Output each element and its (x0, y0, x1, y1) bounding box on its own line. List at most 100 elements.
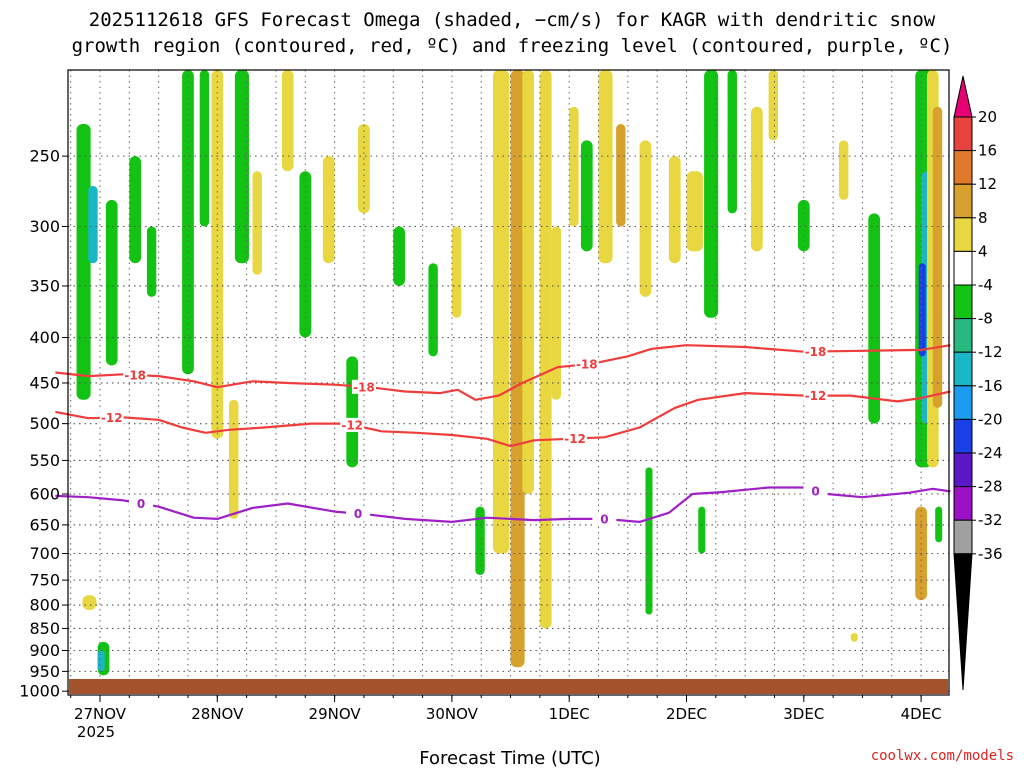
y-tick-label: 800 (29, 596, 60, 615)
omega-shade (129, 156, 142, 264)
contour-label-bg (574, 357, 599, 372)
omega-shade (918, 263, 926, 357)
contour-line (55, 390, 951, 448)
colorbar-label: -28 (978, 478, 1003, 496)
y-tick-label: 600 (29, 485, 60, 504)
colorbar-label: -24 (978, 444, 1003, 462)
omega-shade (475, 506, 485, 575)
colorbar-label: 4 (978, 242, 988, 260)
contour-label-bg (803, 483, 828, 498)
x-tick-sublabel: 2025 (77, 723, 115, 741)
contour-label-bg (129, 496, 154, 511)
y-tick-label: 1000 (19, 682, 60, 701)
y-tick-label: 900 (29, 641, 60, 660)
omega-shade (82, 595, 97, 610)
colorbar-label: -32 (978, 511, 1003, 529)
x-tick-label: 30NOV (426, 705, 479, 723)
colorbar-segment (953, 116, 973, 152)
contour-label-bg (803, 388, 828, 403)
omega-shade (539, 70, 552, 629)
x-tick-label: 27NOV (74, 705, 127, 723)
chart-title-line1: 2025112618 GFS Forecast Omega (shaded, −… (89, 9, 936, 31)
contour-label-bg (803, 344, 828, 359)
x-tick-label: 28NOV (191, 705, 244, 723)
y-tick-label: 700 (29, 544, 60, 563)
omega-shade (639, 140, 652, 297)
x-tick-label: 2DEC (666, 705, 707, 723)
colorbar-label: -36 (978, 545, 1003, 563)
colorbar-label: 20 (978, 108, 997, 126)
omega-shade (616, 123, 626, 227)
x-tick-label: 3DEC (783, 705, 824, 723)
omega-shade (97, 650, 105, 672)
omega-shade (522, 70, 535, 495)
contour-label: -18 (353, 380, 375, 394)
omega-shade (510, 70, 525, 668)
colorbar-segment (953, 250, 973, 286)
contour-label: -12 (805, 389, 827, 403)
contour-label-bg (346, 506, 371, 521)
contour-label: 0 (354, 507, 362, 521)
contour-label: -18 (576, 358, 598, 372)
x-tick-label: 1DEC (549, 705, 590, 723)
colorbar-top-arrow (953, 75, 973, 118)
omega-shade (850, 632, 858, 642)
chart-title-line2: growth region (contoured, red, ºC) and f… (72, 35, 953, 57)
omega-shade (234, 70, 249, 264)
omega-shade (322, 156, 335, 264)
omega-shade (281, 70, 294, 172)
y-tick-label: 300 (29, 217, 60, 236)
omega-shade (346, 356, 359, 468)
contour-label: -18 (805, 345, 827, 359)
colorbar-segment (953, 418, 973, 454)
credit-text: coolwx.com/models (871, 748, 1014, 764)
colorbar-segment (953, 385, 973, 420)
omega-shade (751, 106, 763, 252)
contour-label: -12 (341, 418, 363, 432)
colorbar-segment (953, 519, 973, 555)
colorbar-segment (953, 452, 973, 488)
colorbar: 20 16 12 8 4 -4 -8 -12 -16 -20 -24 -28 -32 -36 (953, 75, 1003, 691)
omega-shade (358, 123, 370, 214)
contour-label: 0 (137, 497, 145, 511)
omega-shade (551, 226, 561, 400)
colorbar-segment (953, 284, 973, 320)
y-axis-ticks: 250 300 350 400 450 500 550 600 650 700 750 800 850 9… (19, 147, 68, 701)
colorbar-label: -16 (978, 377, 1003, 395)
plot-area: -18 -18 -18 -18 -12 -12 -12 -12 0 0 0 0 (55, 69, 951, 696)
omega-shade (182, 70, 194, 375)
colorbar-label: -4 (978, 276, 993, 294)
omega-shade (492, 70, 510, 554)
colorbar-segment (953, 351, 973, 387)
colorbar-label: -8 (978, 310, 993, 328)
contour-label: 0 (811, 484, 819, 498)
omega-shade (299, 171, 312, 338)
contour-line (55, 344, 951, 401)
omega-shade (252, 171, 262, 275)
omega-shade (668, 156, 681, 264)
omega-shade (932, 106, 943, 408)
omega-shade (797, 199, 810, 252)
y-tick-label: 550 (29, 451, 60, 470)
omega-shade (768, 70, 778, 141)
omega-shade (211, 70, 224, 439)
contour-label-bg (592, 511, 617, 526)
colorbar-segment (953, 318, 973, 353)
omega-shade (935, 506, 943, 543)
colorbar-segment (953, 217, 973, 252)
colorbar-label: 16 (978, 142, 997, 160)
colorbar-bottom-arrow (953, 553, 973, 691)
omega-shade (727, 70, 737, 214)
contour-label-bg (351, 379, 376, 394)
colorbar-segment (953, 150, 973, 185)
contour-label-bg (340, 417, 365, 432)
contour-label: -18 (124, 368, 146, 382)
temperature-contours: -18 -18 -18 -18 -12 -12 -12 -12 0 0 0 0 (55, 344, 951, 526)
y-tick-label: 400 (29, 328, 60, 347)
omega-shade (698, 506, 706, 554)
omega-shade (598, 70, 613, 264)
contour-label: 0 (600, 512, 608, 526)
contour-label-bg (123, 367, 148, 382)
